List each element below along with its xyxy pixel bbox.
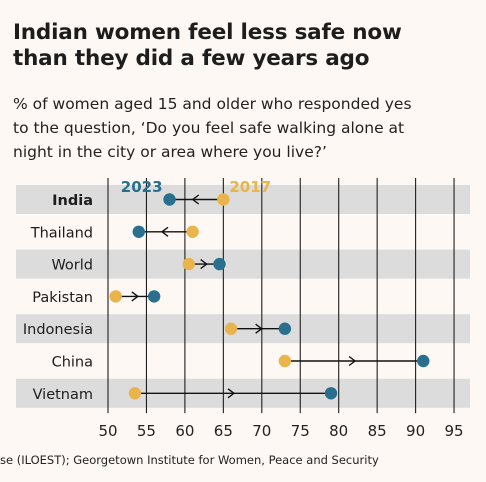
x-tick-label: 90 — [406, 422, 425, 440]
x-tick-label: 50 — [98, 422, 117, 440]
change-arrowhead — [160, 226, 169, 237]
row-band — [16, 185, 470, 214]
dot-2017 — [224, 322, 238, 335]
x-tick-label: 75 — [291, 422, 310, 440]
category-label: India — [52, 193, 93, 209]
x-tick-label: 55 — [137, 422, 156, 440]
dot-2017 — [217, 193, 230, 206]
change-arrowhead — [131, 291, 140, 302]
dot-2023 — [324, 387, 338, 400]
x-tick-label: 85 — [368, 422, 387, 440]
dot-2017 — [109, 290, 122, 303]
x-tick-label: 95 — [445, 422, 464, 440]
subtitle-line-3: night in the city or area where you live… — [13, 143, 327, 161]
dot-2023 — [213, 257, 226, 271]
title-line-1: Indian women feel less safe now — [13, 20, 402, 45]
change-arrowhead — [200, 259, 208, 270]
legend-2017: 2017 — [229, 178, 271, 196]
category-label: Thailand — [30, 225, 93, 241]
category-label: China — [52, 355, 93, 371]
subtitle-line-1: % of women aged 15 and older who respond… — [13, 95, 412, 113]
subtitle-line-2: to the question, ‘Do you feel safe walki… — [13, 119, 405, 137]
dot-2023 — [278, 322, 292, 335]
dot-2023 — [163, 193, 176, 206]
category-label: Pakistan — [32, 290, 93, 306]
dot-2017 — [186, 225, 199, 238]
chart-subtitle: % of women aged 15 and older who respond… — [13, 92, 483, 164]
dot-2017 — [278, 354, 292, 368]
dot-2023 — [147, 290, 161, 303]
title-line-2: than they did a few years ago — [13, 46, 370, 71]
source-note: se (ILOEST); Georgetown Institute for Wo… — [0, 453, 379, 467]
category-label: World — [51, 258, 93, 274]
category-label: Indonesia — [23, 322, 93, 338]
change-arrowhead — [348, 355, 357, 367]
dot-2017 — [182, 257, 195, 271]
dot-2023 — [417, 354, 430, 368]
change-arrowhead — [227, 388, 236, 399]
change-arrowhead — [191, 194, 200, 205]
legend-2023: 2023 — [121, 178, 163, 196]
category-label: Vietnam — [33, 387, 93, 403]
x-tick-label: 60 — [175, 422, 194, 440]
x-tick-label: 65 — [214, 422, 233, 440]
row-band — [16, 249, 470, 279]
dot-arrow-chart: 50 55 60 65 70 75 80 85 90 95 India Thailand World Pa… — [16, 178, 470, 440]
chart-title: Indian women feel less safe now than the… — [13, 20, 478, 72]
change-arrowhead — [255, 323, 263, 334]
x-tick-label: 80 — [329, 422, 348, 440]
dot-2023 — [132, 225, 145, 238]
dot-2017 — [128, 387, 142, 400]
x-tick-label: 70 — [252, 422, 271, 440]
